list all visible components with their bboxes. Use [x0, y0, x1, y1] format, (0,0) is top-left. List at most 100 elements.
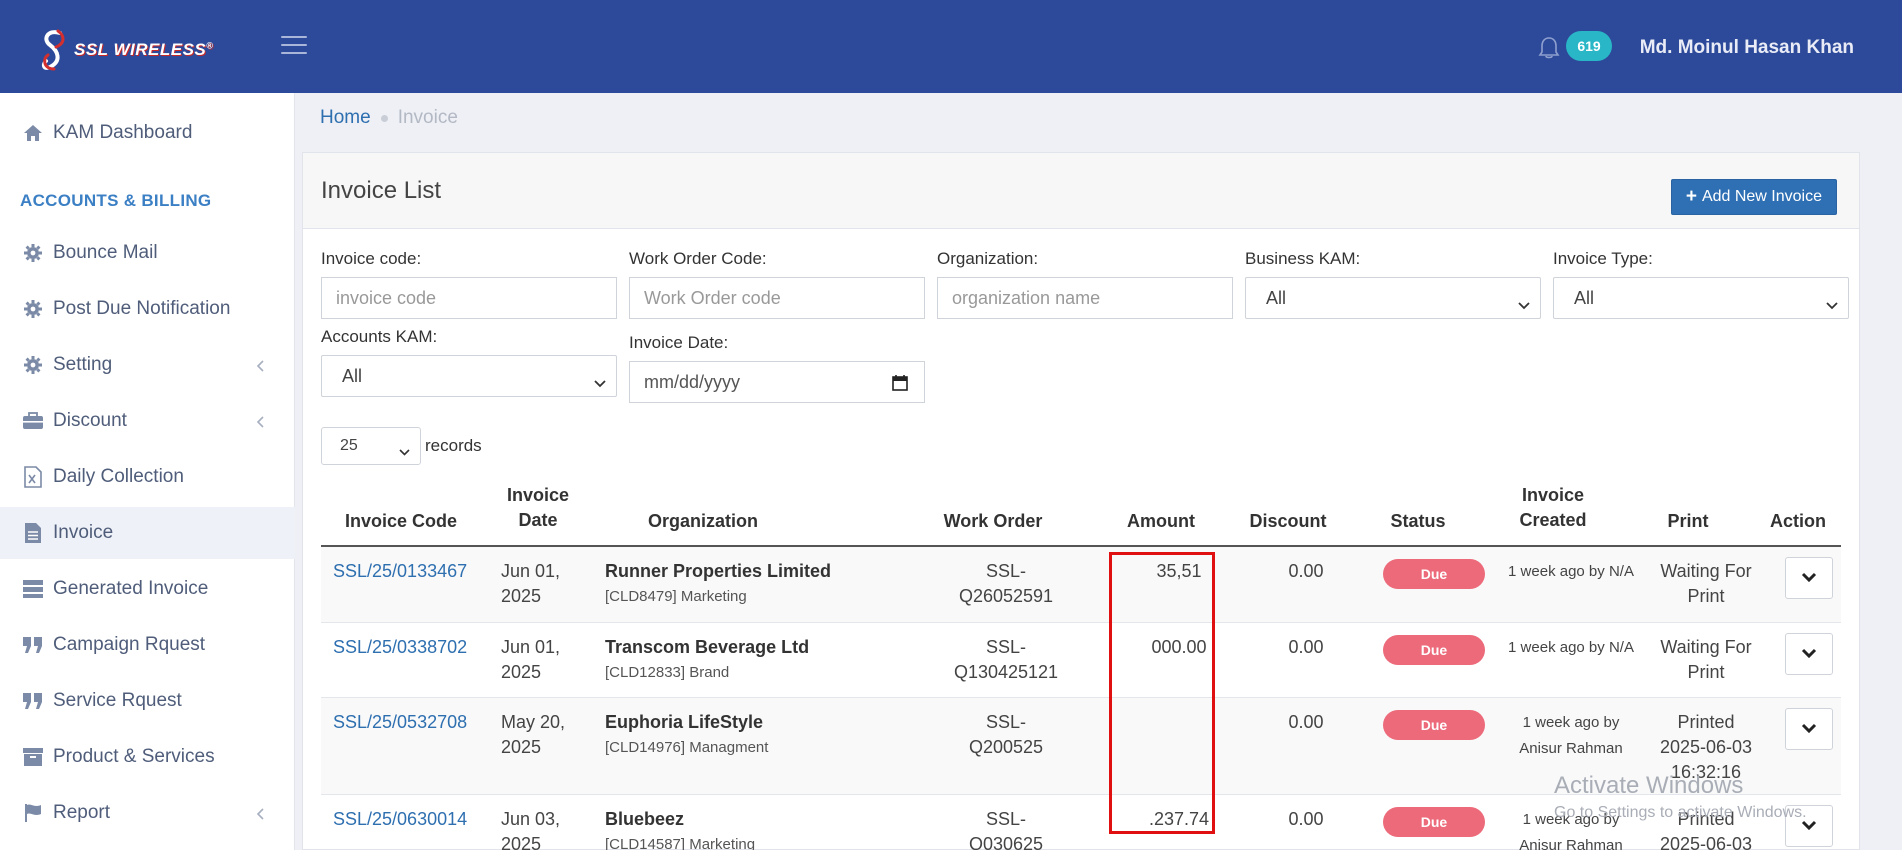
column-header-invoice-date[interactable]: Invoice Date [493, 483, 583, 533]
row-action-button[interactable] [1785, 557, 1833, 599]
sidebar-item-label: Product & Services [53, 746, 215, 767]
column-header-print[interactable]: Print [1667, 511, 1709, 531]
organization-cell: Runner Properties Limited [CLD8479] Mark… [605, 559, 831, 609]
table-row: SSL/25/0338702 Jun 01, 2025 Transcom Beve… [321, 623, 1841, 698]
sidebar: KAM Dashboard ACCOUNTS & BILLING Bounce … [0, 93, 295, 850]
ssl-wireless-logo[interactable]: SSL WIRELESS® [38, 27, 213, 73]
invoice-type-select[interactable]: All [1553, 277, 1849, 319]
invoice-date: Jun 01, 2025 [501, 561, 561, 606]
sidebar-item-post-due-notification[interactable]: Post Due Notification [0, 283, 295, 335]
table-header-divider [321, 545, 1841, 547]
discount-cell: 0.00 [1288, 809, 1324, 829]
organization-label: Organization: [937, 249, 1039, 268]
invoice-list-panel: Invoice List + Add New Invoice Invoice c… [302, 152, 1860, 850]
notification-count-badge[interactable]: 619 [1566, 31, 1612, 61]
sidebar-item-product-services[interactable]: Product & Services [0, 731, 295, 783]
chevron-down-icon [399, 443, 410, 456]
quote-icon [22, 690, 44, 712]
sidebar-item-daily-collection[interactable]: Daily Collection [0, 451, 295, 503]
work-order-code-input[interactable]: Work Order code [629, 277, 925, 319]
amount-cell: 000.00 [1151, 637, 1207, 657]
invoice-code-link[interactable]: SSL/25/0630014 [333, 809, 468, 829]
invoice-created-cell: 1 week ago by N/A [1508, 639, 1634, 656]
sidebar-item-invoice[interactable]: Invoice [0, 507, 295, 559]
row-action-button[interactable] [1785, 633, 1833, 675]
organization-sub: [CLD8479] Marketing [605, 588, 747, 605]
amount-cell: .237.74 [1148, 809, 1210, 829]
excel-file-icon [22, 466, 44, 488]
top-navbar: SSL WIRELESS® 619 Md. Moinul Hasan Khan [0, 0, 1902, 93]
status-badge: Due [1383, 559, 1485, 589]
organization-sub: [CLD12833] Brand [605, 664, 730, 681]
logo-text: SSL WIRELESS® [74, 40, 214, 59]
work-order-cell: SSL- Q200525 [968, 712, 1044, 757]
activate-windows-watermark: Activate Windows Go to Settings to activ… [1554, 772, 1807, 822]
breadcrumb-separator [380, 114, 388, 122]
bell-icon[interactable] [1538, 36, 1560, 60]
invoice-date-input[interactable]: mm/dd/yyyy [629, 361, 925, 403]
sidebar-item-report[interactable]: Report [0, 787, 295, 839]
records-per-page: 25 records [321, 427, 482, 465]
work-order-cell: SSL- Q130425121 [953, 637, 1059, 682]
chevron-left-icon [255, 805, 265, 820]
invoice-date-placeholder: mm/dd/yyyy [644, 371, 741, 392]
sidebar-item-campaign-rquest[interactable]: Campaign Rquest [0, 619, 295, 671]
sidebar-item-label: Service Rquest [53, 690, 182, 711]
discount-cell: 0.00 [1288, 712, 1324, 732]
print-status-cell: Waiting For Print [1660, 561, 1752, 606]
chevron-down-icon [594, 372, 606, 388]
organization-sub: [CLD14976] Managment [605, 739, 769, 756]
sidebar-item-kam-dashboard[interactable]: KAM Dashboard [0, 107, 295, 159]
discount-cell: 0.00 [1288, 637, 1324, 657]
chevron-down-icon [1801, 569, 1817, 587]
status-badge: Due [1383, 635, 1485, 665]
archive-icon [22, 746, 44, 768]
plus-icon: + [1685, 186, 1697, 207]
column-header-status[interactable]: Status [1390, 511, 1446, 531]
user-name[interactable]: Md. Moinul Hasan Khan [1639, 37, 1854, 58]
sidebar-item-service-rquest[interactable]: Service Rquest [0, 675, 295, 727]
column-header-discount[interactable]: Discount [1249, 511, 1327, 531]
print-status-cell: Printed 2025-06-03 16:32:16 [1659, 712, 1753, 782]
business-kam-label: Business KAM: [1245, 249, 1361, 268]
breadcrumb-home-link[interactable]: Home [320, 107, 371, 128]
sidebar-item-bounce-mail[interactable]: Bounce Mail [0, 227, 295, 279]
records-label: records [425, 436, 482, 455]
accounts-kam-select[interactable]: All [321, 355, 617, 397]
business-kam-select[interactable]: All [1245, 277, 1541, 319]
organization-input[interactable]: organization name [937, 277, 1233, 319]
watermark-line2: Go to Settings to activate Windows. [1554, 804, 1807, 821]
home-icon [22, 122, 44, 144]
menu-toggle-icon[interactable] [281, 36, 307, 56]
column-header-invoice-created[interactable]: Invoice Created [1488, 483, 1618, 533]
records-per-page-select[interactable]: 25 [321, 427, 421, 465]
invoice-code-link[interactable]: SSL/25/0133467 [333, 561, 468, 581]
sidebar-item-label: Bounce Mail [53, 242, 158, 263]
records-per-page-value: 25 [340, 437, 358, 454]
column-header-line: Invoice [506, 485, 570, 505]
invoice-code-link[interactable]: SSL/25/0338702 [333, 637, 468, 657]
column-header-work-order[interactable]: Work Order [943, 511, 1043, 531]
sidebar-item-setting[interactable]: Setting [0, 339, 295, 391]
table-row: SSL/25/0630014 Jun 03, 2025 Bluebeez [CLD… [321, 795, 1841, 850]
chevron-down-icon [1801, 720, 1817, 738]
sidebar-item-generated-invoice[interactable]: Generated Invoice [0, 563, 295, 615]
organization-name: Transcom Beverage Ltd [605, 637, 810, 657]
gear-icon [22, 298, 44, 320]
column-header-organization[interactable]: Organization [647, 511, 758, 531]
calendar-icon[interactable] [892, 374, 908, 396]
invoice-code-label: Invoice code: [321, 249, 422, 268]
row-action-button[interactable] [1785, 708, 1833, 750]
work-order-code-label: Work Order Code: [629, 249, 767, 268]
column-header-amount[interactable]: Amount [1127, 511, 1195, 531]
column-header-invoice-code[interactable]: Invoice Code [344, 511, 458, 531]
flag-icon [22, 802, 44, 824]
panel-header: Invoice List + Add New Invoice [303, 153, 1859, 229]
page-title: Invoice List [321, 177, 442, 204]
invoice-code-input[interactable]: invoice code [321, 277, 617, 319]
row-action-button[interactable] [1785, 805, 1833, 847]
table-row: SSL/25/0532708 May 20, 2025 Euphoria Life… [321, 698, 1841, 795]
sidebar-item-discount[interactable]: Discount [0, 395, 295, 447]
add-new-invoice-button[interactable]: + Add New Invoice [1670, 179, 1837, 215]
invoice-code-link[interactable]: SSL/25/0532708 [333, 712, 468, 732]
